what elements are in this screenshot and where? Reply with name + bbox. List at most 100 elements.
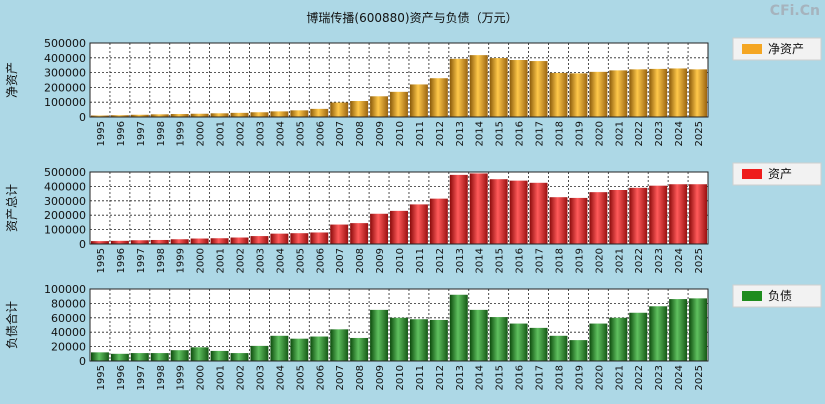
bar-2010: [390, 210, 408, 244]
bar-2020: [589, 323, 608, 361]
bar-2004: [270, 335, 289, 361]
x-tick-label: 2006: [315, 248, 326, 273]
x-tick-label: 2006: [315, 121, 326, 146]
x-tick-label: 2014: [475, 121, 486, 146]
y-tick-label: 0: [79, 355, 86, 368]
bar-2025: [689, 184, 707, 244]
x-tick-label: 2001: [216, 121, 227, 146]
x-tick-label: 2005: [295, 121, 306, 146]
x-tick-label: 1999: [176, 248, 187, 273]
y-tick-label: 100000: [44, 96, 86, 109]
bar-2017: [529, 61, 548, 117]
x-tick-label: 2009: [375, 365, 386, 390]
bar-2024: [669, 184, 688, 244]
bar-2004: [270, 233, 289, 244]
legend-box: [732, 162, 822, 186]
x-tick-label: 2000: [196, 121, 207, 146]
plot-frame: [89, 288, 709, 362]
x-tick-label: 2016: [515, 248, 526, 273]
x-tick-label: 1995: [96, 248, 107, 273]
bar-2015: [489, 317, 508, 361]
bar-2011: [409, 204, 428, 244]
x-tick-label: 2004: [275, 248, 286, 273]
chart-title: 博瑞传播(600880)资产与负债（万元）: [306, 10, 517, 25]
bar-2011: [409, 319, 428, 361]
x-tick-label: 2024: [674, 365, 685, 390]
y-tick-label: 500000: [44, 37, 86, 50]
x-tick-label: 2019: [574, 248, 585, 273]
y-tick-label: 500000: [44, 166, 86, 179]
y-tick-label: 300000: [44, 195, 86, 208]
y-tick-label: 300000: [44, 67, 86, 80]
bar-2008: [350, 337, 369, 361]
x-tick-label: 2005: [295, 248, 306, 273]
bar-2013: [449, 174, 468, 244]
x-tick-label: 2006: [315, 365, 326, 390]
x-tick-label: 2018: [554, 248, 565, 273]
bar-2021: [609, 317, 628, 361]
bar-2000: [190, 113, 209, 117]
legend-label: 净资产: [768, 42, 804, 56]
y-tick-label: 40000: [51, 326, 86, 339]
x-tick-label: 2003: [255, 121, 266, 146]
bar-2017: [529, 327, 548, 361]
legend-swatch: [742, 291, 762, 301]
x-tick-label: 2000: [196, 365, 207, 390]
x-tick-label: 2007: [335, 121, 346, 146]
x-tick-label: 1997: [136, 248, 147, 273]
bar-1998: [150, 353, 169, 361]
x-tick-label: 2010: [395, 365, 406, 390]
y-axis-label: 负债合计: [4, 301, 19, 349]
watermark: CFi.Cn: [770, 3, 820, 19]
bar-2013: [449, 58, 468, 117]
bar-2001: [210, 350, 229, 361]
x-tick-label: 2018: [554, 121, 565, 146]
bar-2022: [629, 69, 648, 117]
x-tick-label: 2001: [216, 365, 227, 390]
x-tick-label: 2021: [614, 365, 625, 390]
x-tick-label: 2008: [355, 365, 366, 390]
bar-2007: [330, 102, 349, 117]
bar-2022: [629, 312, 648, 361]
x-tick-label: 2020: [594, 121, 605, 146]
bar-2020: [589, 192, 608, 244]
x-tick-label: 1996: [116, 121, 127, 146]
legend-label: 负债: [768, 289, 792, 303]
plot-frame: [89, 42, 709, 118]
bar-2018: [549, 197, 568, 244]
x-tick-label: 2013: [455, 248, 466, 273]
bar-1997: [130, 353, 149, 361]
x-tick-label: 2015: [495, 248, 506, 273]
x-tick-label: 1999: [176, 365, 187, 390]
bar-2014: [469, 309, 488, 361]
x-tick-label: 2016: [515, 121, 526, 146]
x-tick-label: 2009: [375, 248, 386, 273]
x-tick-label: 2000: [196, 248, 207, 273]
bar-1998: [150, 114, 169, 117]
bar-2008: [350, 223, 369, 244]
x-tick-label: 2017: [535, 248, 546, 273]
bar-1999: [170, 239, 189, 244]
bar-2021: [609, 190, 628, 244]
bar-2002: [230, 353, 249, 361]
bar-2004: [270, 111, 289, 117]
x-tick-label: 2023: [654, 121, 665, 146]
plot-frame: [89, 171, 709, 245]
x-tick-label: 1998: [156, 248, 167, 273]
bar-2000: [190, 238, 209, 244]
bar-2011: [409, 84, 428, 117]
x-tick-label: 2025: [694, 248, 705, 273]
x-tick-label: 2002: [236, 248, 247, 273]
x-tick-label: 2019: [574, 121, 585, 146]
x-tick-label: 2015: [495, 365, 506, 390]
bar-2009: [370, 309, 389, 361]
bar-2019: [569, 197, 588, 244]
x-tick-label: 2023: [654, 365, 665, 390]
bar-1997: [130, 240, 149, 244]
bar-1998: [150, 239, 169, 244]
x-tick-label: 2002: [236, 121, 247, 146]
